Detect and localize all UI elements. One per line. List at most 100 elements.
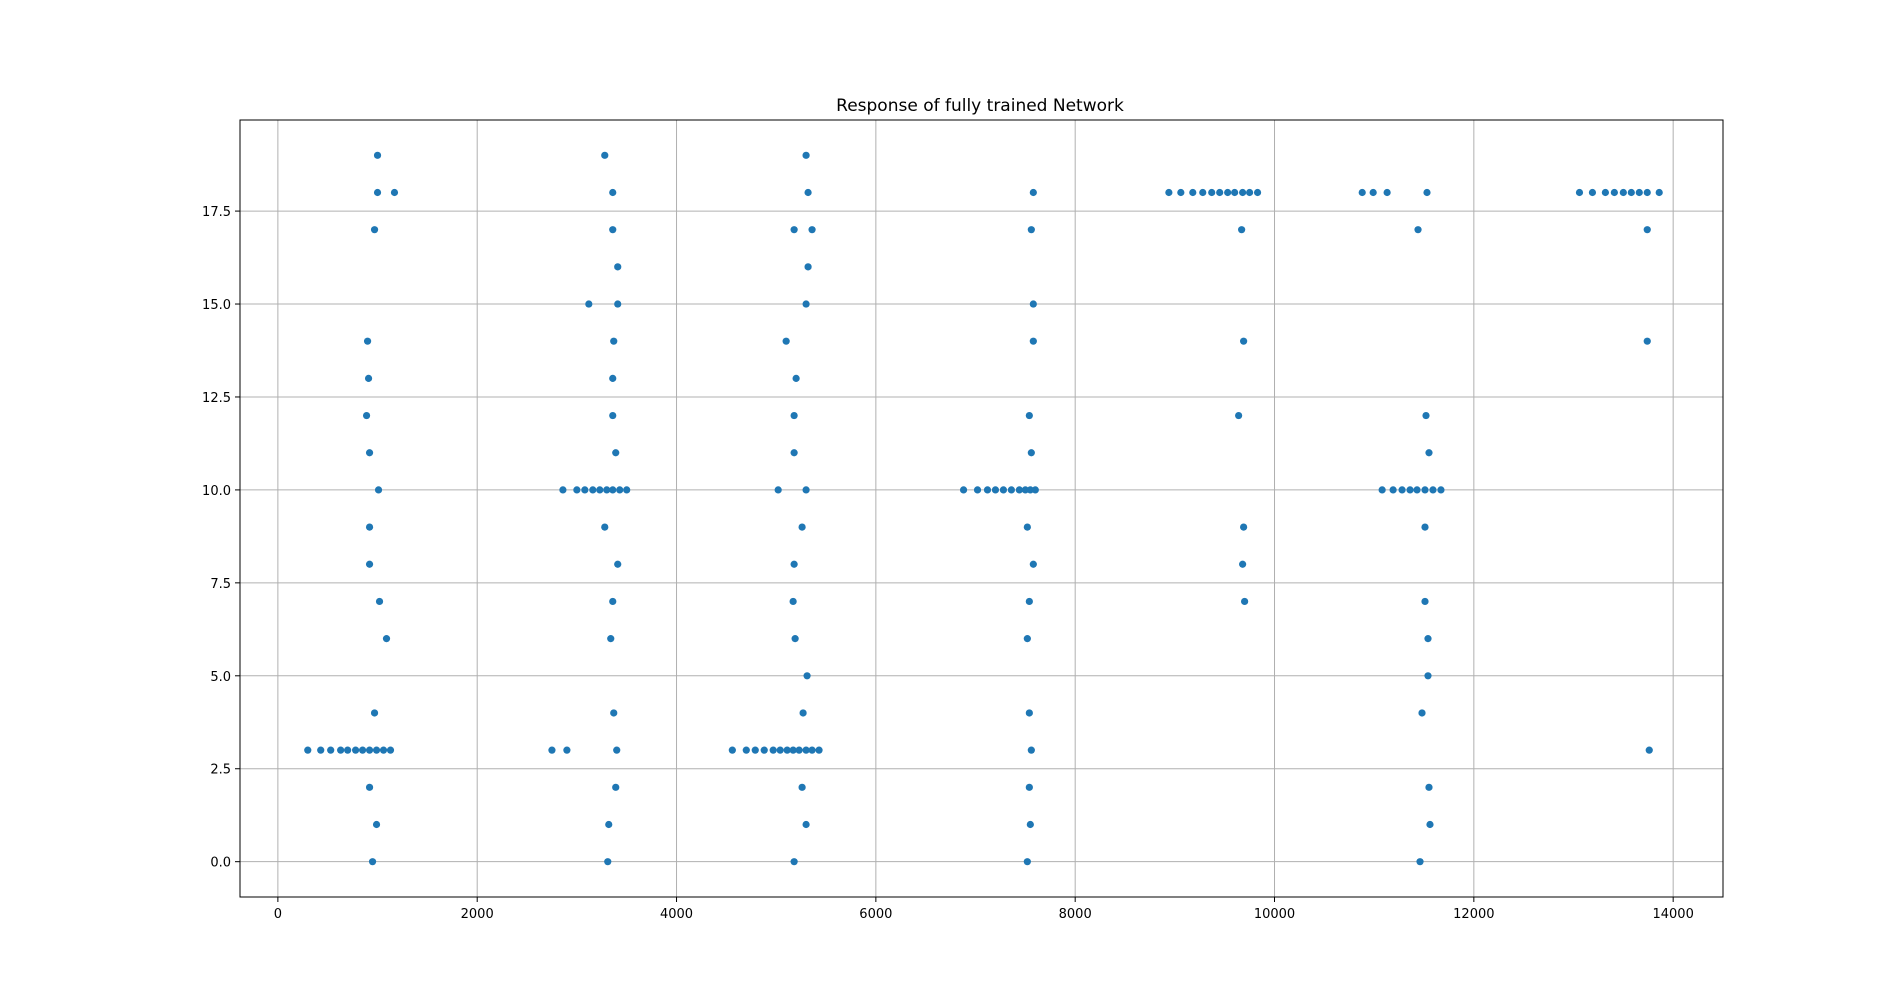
- data-point: [742, 746, 750, 754]
- data-point: [614, 300, 622, 308]
- data-point: [358, 746, 367, 754]
- data-point: [352, 746, 360, 754]
- data-point: [370, 226, 379, 234]
- x-tick-label: 8000: [1059, 907, 1092, 922]
- data-point: [1023, 523, 1031, 531]
- data-point: [612, 783, 620, 791]
- y-tick-label: 15.0: [202, 298, 231, 313]
- data-point: [589, 486, 597, 494]
- data-point: [783, 746, 791, 754]
- data-point: [548, 746, 556, 754]
- data-point: [1177, 188, 1185, 197]
- data-point: [601, 523, 609, 531]
- data-point: [386, 746, 395, 754]
- data-point: [1224, 188, 1232, 197]
- data-point: [799, 709, 807, 717]
- y-tick-label: 2.5: [210, 763, 231, 778]
- data-point: [802, 820, 810, 829]
- y-tick-label: 12.5: [202, 391, 231, 406]
- data-point: [1023, 858, 1031, 866]
- data-point: [1416, 858, 1424, 866]
- x-tick-label: 12000: [1453, 907, 1494, 922]
- data-point: [1369, 188, 1377, 197]
- data-point: [1216, 188, 1224, 197]
- data-point: [1426, 820, 1434, 829]
- data-point: [790, 411, 798, 420]
- data-point: [1239, 560, 1247, 568]
- data-point: [802, 746, 810, 754]
- data-point: [1025, 411, 1033, 420]
- data-point: [370, 709, 379, 717]
- grid-lines: [240, 120, 1723, 897]
- data-point: [769, 746, 777, 754]
- data-point: [782, 337, 790, 345]
- data-point: [760, 746, 768, 754]
- data-point: [1358, 188, 1366, 197]
- data-point: [614, 263, 622, 271]
- data-point: [790, 449, 798, 457]
- data-point: [596, 486, 604, 494]
- plot-area-frame: [239, 119, 1724, 898]
- data-point: [609, 374, 617, 382]
- data-point: [1414, 226, 1422, 234]
- data-point: [363, 337, 372, 345]
- data-point: [803, 672, 811, 680]
- data-point: [374, 486, 383, 494]
- data-point: [372, 746, 381, 754]
- data-point: [973, 486, 982, 494]
- data-point: [1619, 188, 1627, 197]
- data-point: [774, 486, 782, 494]
- data-point: [603, 486, 611, 494]
- data-point: [1413, 486, 1421, 494]
- data-point: [609, 411, 617, 420]
- data-point: [1241, 597, 1249, 606]
- data-point: [607, 635, 615, 643]
- data-point: [1610, 188, 1618, 197]
- data-point: [1421, 486, 1429, 494]
- data-point: [1239, 188, 1247, 197]
- data-point: [1253, 188, 1262, 197]
- data-point: [372, 820, 381, 829]
- data-point: [792, 374, 800, 382]
- data-point: [1424, 635, 1432, 643]
- data-point: [1422, 411, 1430, 420]
- data-point: [1240, 337, 1248, 345]
- data-point: [991, 486, 1000, 494]
- data-point: [344, 746, 352, 754]
- x-tick-label: 6000: [859, 907, 892, 922]
- data-point: [1023, 635, 1031, 643]
- data-point: [751, 746, 759, 754]
- data-point: [1029, 300, 1037, 308]
- data-point: [563, 746, 571, 754]
- data-point: [1421, 523, 1429, 531]
- data-point: [1588, 188, 1597, 197]
- data-point: [1231, 188, 1239, 197]
- data-point: [609, 226, 617, 234]
- data-point: [1429, 486, 1437, 494]
- data-point: [613, 746, 621, 754]
- data-point: [1635, 188, 1643, 197]
- data-point: [1643, 226, 1651, 234]
- data-point: [1029, 560, 1037, 568]
- data-point: [790, 226, 798, 234]
- data-point: [304, 746, 312, 754]
- data-point: [1424, 672, 1432, 680]
- data-point: [365, 523, 374, 531]
- data-point: [959, 486, 968, 494]
- data-point: [610, 337, 618, 345]
- data-point: [379, 746, 388, 754]
- data-point: [1643, 337, 1651, 345]
- data-point: [609, 486, 617, 494]
- data-point: [804, 263, 812, 271]
- data-point: [1425, 449, 1433, 457]
- data-point: [1418, 709, 1426, 717]
- chart-title: Response of fully trained Network: [836, 96, 1124, 116]
- data-point: [999, 486, 1008, 494]
- data-point: [795, 746, 803, 754]
- data-point: [776, 746, 784, 754]
- data-points: [304, 151, 1663, 866]
- data-point: [791, 635, 799, 643]
- data-point: [1026, 486, 1034, 494]
- data-point: [1031, 486, 1039, 494]
